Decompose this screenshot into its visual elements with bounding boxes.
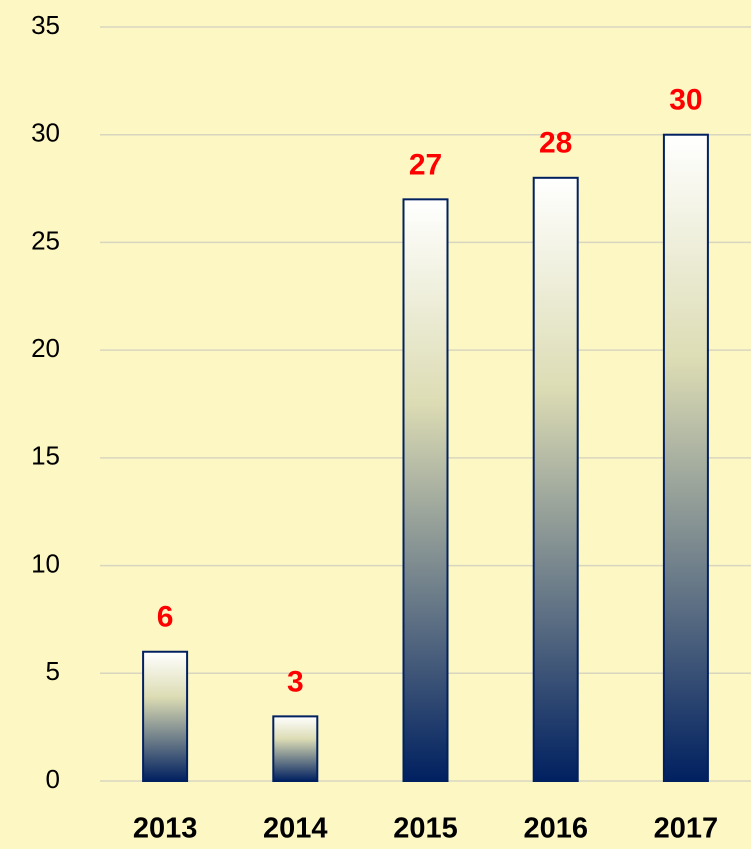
x-tick-label: 2017	[654, 813, 719, 845]
y-tick-label: 10	[31, 548, 60, 578]
y-tick-label: 15	[31, 441, 60, 471]
x-tick-label: 2013	[133, 813, 198, 845]
x-tick-label: 2015	[393, 813, 458, 845]
data-label: 6	[157, 601, 174, 634]
y-tick-label: 0	[46, 764, 60, 794]
data-label: 3	[287, 665, 304, 698]
y-tick-label: 35	[31, 10, 60, 40]
y-tick-label: 5	[46, 656, 60, 686]
bar	[402, 198, 449, 783]
x-tick-label: 2016	[523, 813, 588, 845]
y-tick-label: 20	[31, 333, 60, 363]
data-label: 27	[409, 148, 442, 181]
x-tick-label: 2014	[263, 813, 328, 845]
data-label: 30	[669, 84, 702, 117]
bar	[142, 650, 189, 782]
bar	[662, 133, 709, 782]
data-label: 28	[539, 127, 572, 160]
bar	[532, 176, 579, 783]
y-tick-label: 25	[31, 225, 60, 255]
y-tick-label: 30	[31, 118, 60, 148]
bar	[272, 715, 319, 782]
